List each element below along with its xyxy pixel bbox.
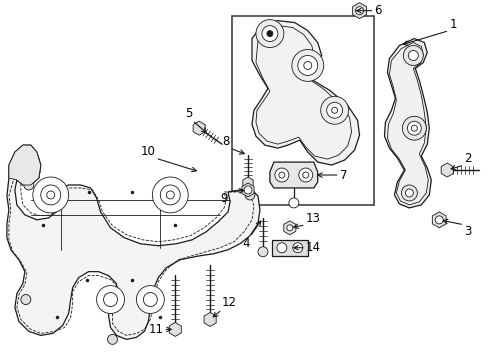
Polygon shape xyxy=(9,145,41,185)
Polygon shape xyxy=(204,312,216,327)
Circle shape xyxy=(21,294,31,305)
Text: 12: 12 xyxy=(222,297,237,310)
Circle shape xyxy=(327,102,343,118)
Circle shape xyxy=(258,247,268,257)
Circle shape xyxy=(298,55,318,75)
Text: 2: 2 xyxy=(464,152,472,165)
Circle shape xyxy=(356,7,364,15)
Text: 5: 5 xyxy=(185,107,192,120)
Circle shape xyxy=(275,168,289,182)
Circle shape xyxy=(152,177,188,213)
Polygon shape xyxy=(7,145,260,339)
Polygon shape xyxy=(243,177,253,189)
Polygon shape xyxy=(441,163,453,177)
Circle shape xyxy=(321,96,348,124)
Circle shape xyxy=(136,285,164,314)
Circle shape xyxy=(277,243,287,253)
Circle shape xyxy=(299,168,313,182)
Polygon shape xyxy=(169,323,181,336)
Circle shape xyxy=(405,189,414,197)
Text: 8: 8 xyxy=(222,135,230,148)
Polygon shape xyxy=(353,3,367,19)
Circle shape xyxy=(435,216,443,224)
Text: 4: 4 xyxy=(243,237,250,250)
Circle shape xyxy=(408,50,418,60)
Text: 1: 1 xyxy=(449,18,457,31)
Circle shape xyxy=(33,177,69,213)
Circle shape xyxy=(267,31,273,37)
Circle shape xyxy=(402,116,426,140)
Polygon shape xyxy=(432,212,446,228)
Polygon shape xyxy=(193,121,205,135)
Circle shape xyxy=(289,198,299,208)
Text: 13: 13 xyxy=(306,212,320,225)
Circle shape xyxy=(407,121,421,135)
Circle shape xyxy=(107,334,118,345)
Circle shape xyxy=(403,45,423,66)
Circle shape xyxy=(24,180,34,190)
Circle shape xyxy=(245,190,255,200)
Circle shape xyxy=(401,185,417,201)
Polygon shape xyxy=(284,221,296,235)
Circle shape xyxy=(293,243,303,253)
Circle shape xyxy=(244,186,252,194)
Text: 3: 3 xyxy=(464,225,471,238)
Polygon shape xyxy=(270,162,318,188)
Circle shape xyxy=(292,50,324,81)
Circle shape xyxy=(97,285,124,314)
Text: 7: 7 xyxy=(340,168,347,181)
Circle shape xyxy=(256,20,284,48)
Text: 9: 9 xyxy=(220,192,228,205)
Text: 6: 6 xyxy=(374,4,382,17)
Polygon shape xyxy=(385,39,431,208)
Polygon shape xyxy=(242,183,254,197)
Circle shape xyxy=(262,26,278,41)
Text: 11: 11 xyxy=(148,323,163,336)
Polygon shape xyxy=(272,240,308,256)
Bar xyxy=(232,15,374,205)
Text: 10: 10 xyxy=(141,145,155,158)
Polygon shape xyxy=(252,21,360,165)
Circle shape xyxy=(287,225,293,231)
Text: 14: 14 xyxy=(306,241,321,254)
